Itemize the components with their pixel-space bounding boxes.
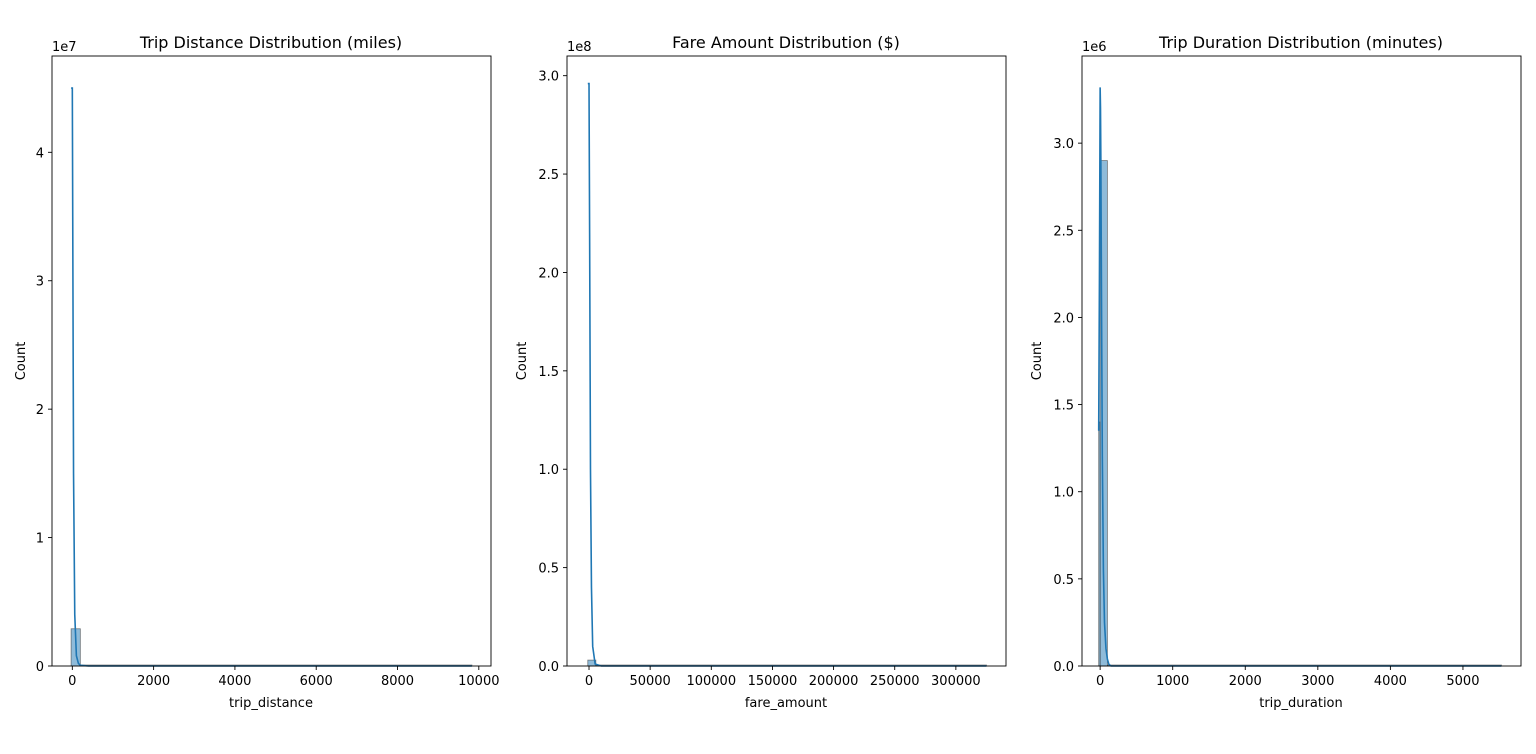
y-tick-label: 3 [36, 275, 44, 290]
y-tick-label: 0.5 [538, 562, 559, 577]
y-offset-label: 1e7 [52, 40, 77, 55]
y-tick-label: 1.0 [1053, 486, 1074, 501]
y-tick-label: 0.5 [1053, 573, 1074, 588]
y-tick-label: 2.0 [538, 266, 559, 281]
plot-frame [1081, 55, 1522, 667]
y-tick-label: 2.5 [1053, 224, 1074, 239]
trip-distance-histogram-panel: Trip Distance Distribution (miles) 1e7 t… [14, 33, 499, 711]
x-tick-label: 2000 [137, 674, 170, 689]
y-tick-label: 1.5 [1053, 399, 1074, 414]
y-tick-label: 3.0 [1053, 137, 1074, 152]
y-axis-label: Count [1030, 342, 1045, 381]
y-tick-label: 4 [36, 146, 44, 161]
chart-title: Trip Duration Distribution (minutes) [1158, 33, 1443, 52]
y-tick-label: 3.0 [538, 70, 559, 85]
x-tick-label: 250000 [870, 674, 920, 689]
x-axis-label: trip_duration [1259, 696, 1343, 711]
x-tick-label: 50000 [629, 674, 670, 689]
y-tick-label: 0.0 [538, 660, 559, 675]
y-axis-label: Count [14, 342, 29, 381]
chart-title: Fare Amount Distribution ($) [672, 33, 900, 52]
y-offset-label: 1e6 [1082, 40, 1107, 55]
x-tick-label: 4000 [1374, 674, 1407, 689]
kde-line [1097, 87, 1502, 667]
x-tick-label: 5000 [1446, 674, 1479, 689]
kde-line [587, 82, 987, 667]
y-tick-label: 0 [36, 660, 44, 675]
x-tick-label: 300000 [931, 674, 981, 689]
y-tick-label: 1.0 [538, 463, 559, 478]
x-axis-label: trip_distance [229, 696, 313, 711]
chart-title: Trip Distance Distribution (miles) [139, 33, 402, 52]
x-tick-label: 3000 [1301, 674, 1334, 689]
x-tick-label: 2000 [1229, 674, 1262, 689]
x-tick-label: 1000 [1156, 674, 1189, 689]
x-tick-label: 10000 [458, 674, 499, 689]
y-tick-label: 2 [36, 403, 44, 418]
x-tick-label: 0 [585, 674, 593, 689]
plot-frame [566, 55, 1007, 667]
y-tick-label: 2.0 [1053, 311, 1074, 326]
y-axis-label: Count [515, 342, 530, 381]
x-axis-label: fare_amount [745, 696, 827, 711]
x-tick-label: 200000 [809, 674, 859, 689]
trip-duration-histogram-panel: Trip Duration Distribution (minutes) 1e6… [1030, 33, 1522, 711]
x-tick-label: 4000 [218, 674, 251, 689]
x-tick-label: 8000 [381, 674, 414, 689]
x-tick-label: 6000 [300, 674, 333, 689]
y-offset-label: 1e8 [567, 40, 592, 55]
fare-amount-histogram-panel: Fare Amount Distribution ($) 1e8 fare_am… [515, 33, 1007, 711]
plot-frame [51, 55, 492, 667]
y-tick-label: 2.5 [538, 168, 559, 183]
x-tick-label: 0 [1096, 674, 1104, 689]
y-tick-label: 1.5 [538, 365, 559, 380]
x-tick-label: 0 [68, 674, 76, 689]
x-tick-label: 100000 [686, 674, 736, 689]
x-tick-label: 150000 [748, 674, 798, 689]
y-tick-label: 0.0 [1053, 660, 1074, 675]
kde-line [71, 87, 472, 667]
y-tick-label: 1 [36, 532, 44, 547]
